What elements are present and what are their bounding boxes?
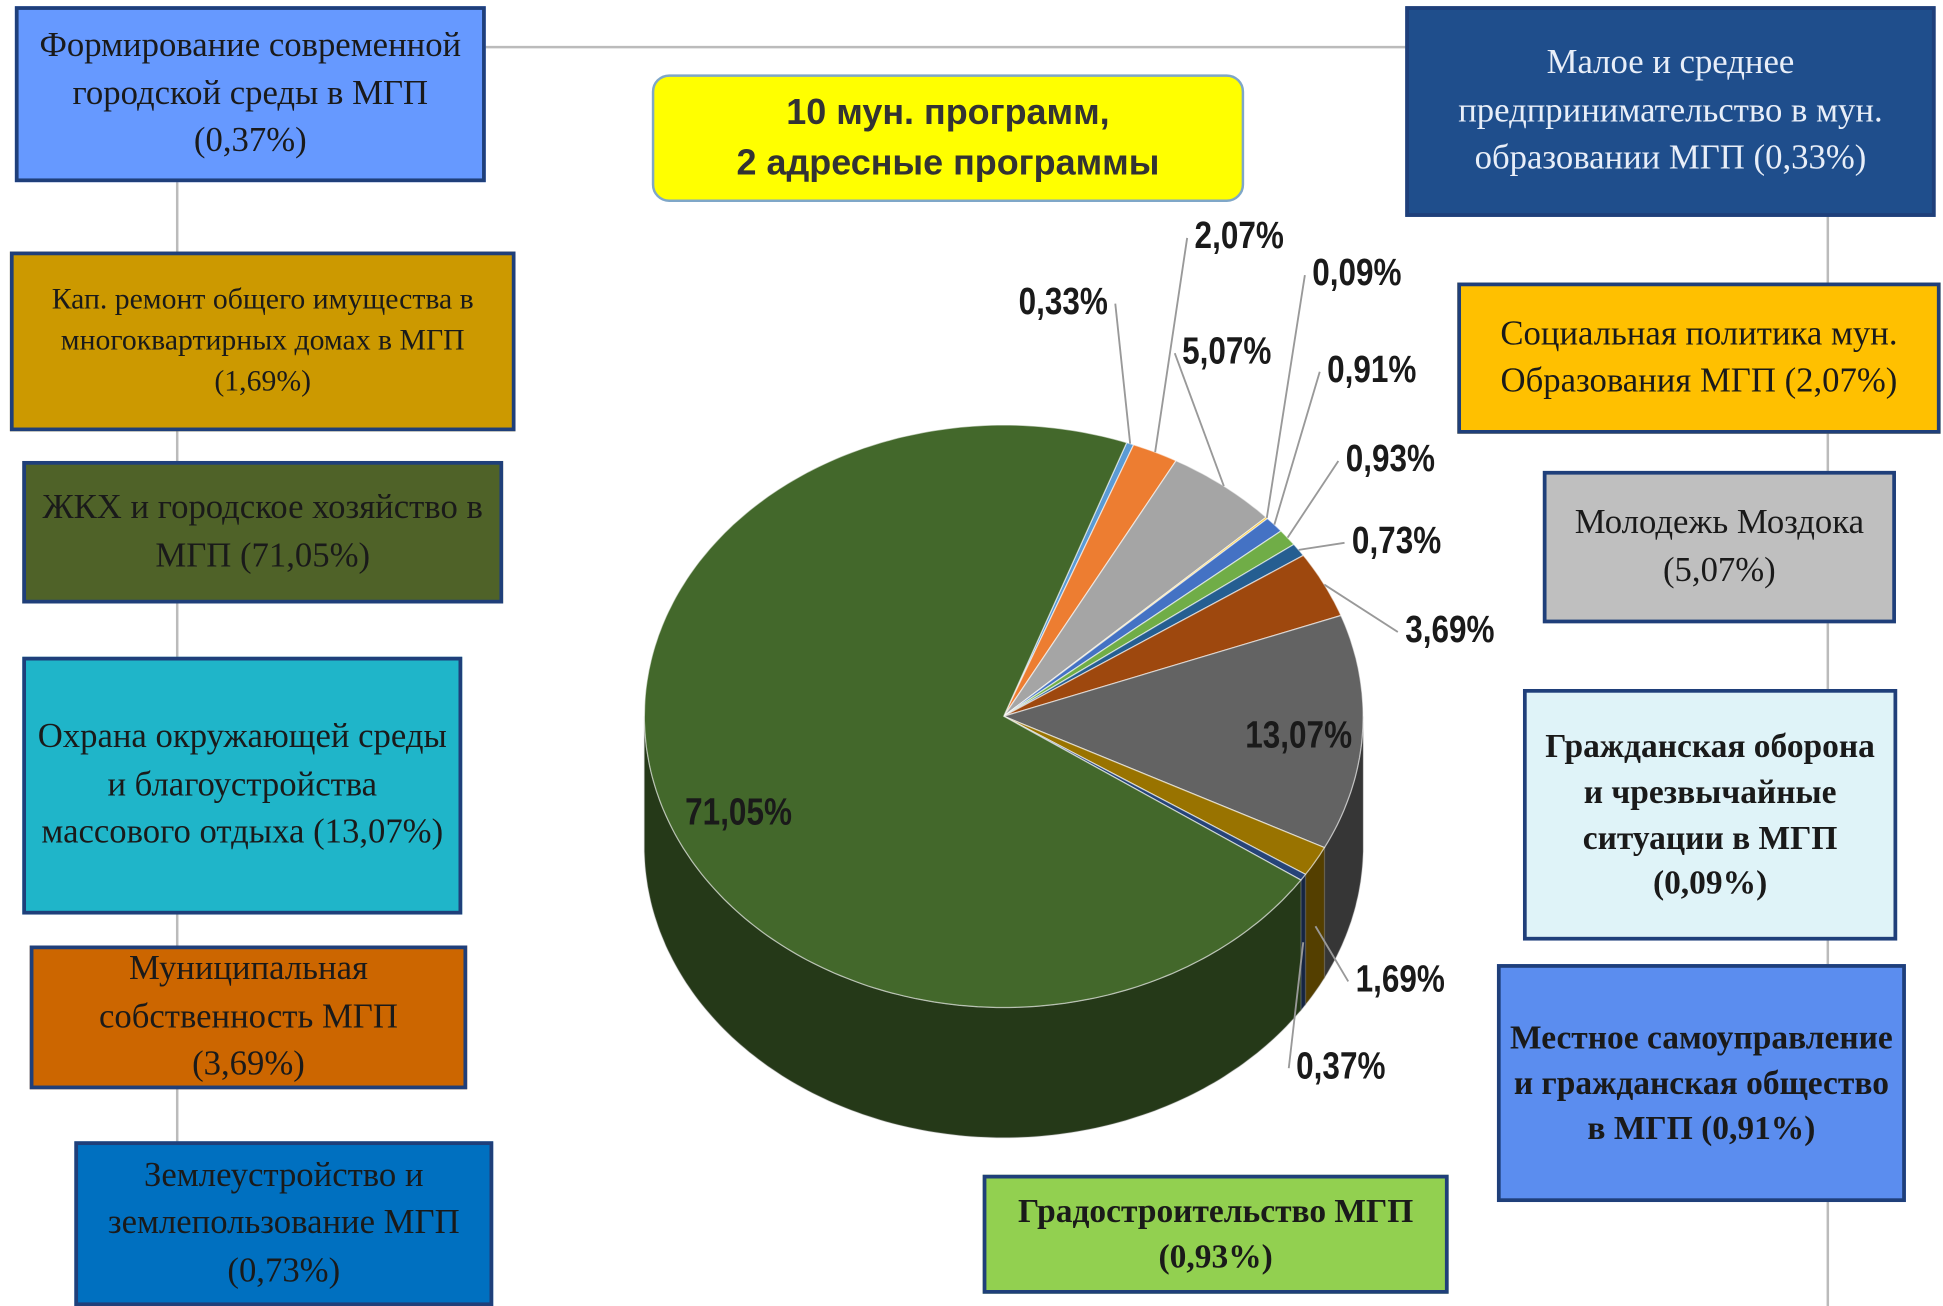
note-box: 10 мун. программ, 2 адресные программы [651, 74, 1245, 202]
legend-box: ЖКХ и городское хозяйство в МГП (71,05%) [22, 460, 504, 604]
slice [1001, 614, 1364, 849]
legend-box: Социальная политика мун. Образования МГП… [1457, 282, 1941, 434]
data-label: 0,73% [1352, 519, 1441, 562]
legend-box: Охрана окружающей среды и благоустройств… [22, 656, 463, 915]
data-label: 13,07% [1245, 714, 1352, 757]
leader-line [1265, 274, 1306, 518]
data-label: 0,93% [1346, 437, 1435, 480]
data-label: 1,69% [1356, 958, 1445, 1001]
slice [1003, 715, 1326, 876]
data-label: 3,69% [1405, 608, 1494, 651]
data-label: 71,05% [685, 790, 792, 833]
leader-line [1154, 237, 1189, 453]
legend-box: Формирование современной городской среды… [14, 6, 486, 183]
data-label: 0,33% [1019, 280, 1108, 323]
leader-line [1286, 460, 1340, 539]
data-label: 0,09% [1312, 251, 1401, 294]
leader-line [1298, 541, 1345, 551]
leader-line [1323, 583, 1399, 633]
leader-line [1314, 925, 1350, 982]
legend-box: Малое и среднее предпринимательство в му… [1405, 6, 1936, 217]
leader-line [1287, 942, 1305, 1069]
legend-box: Гражданская оборона и чрезвычайные ситуа… [1522, 688, 1898, 941]
slice [1003, 554, 1342, 717]
data-label: 0,37% [1296, 1044, 1385, 1087]
legend-box: Кап. ремонт общего имущества в многоквар… [9, 251, 516, 432]
legend-box: Муниципальная собственность МГП (3,69%) [29, 945, 468, 1090]
slice [643, 424, 1302, 1009]
leader-line [1173, 352, 1225, 487]
legend-box: Местное самоуправление и гражданская общ… [1496, 964, 1906, 1203]
legend-box: Градостроительство МГП (0,93%) [982, 1174, 1449, 1294]
data-label: 0,91% [1327, 348, 1416, 391]
data-label: 5,07% [1182, 329, 1271, 372]
leader-line [1114, 303, 1132, 444]
legend-box: Землеустройство и землепользование МГП (… [74, 1141, 494, 1306]
data-label: 2,07% [1195, 214, 1284, 257]
leader-line [1273, 371, 1321, 525]
slice [1003, 443, 1177, 717]
legend-box: Молодежь Моздока (5,07%) [1542, 470, 1896, 624]
note-line: 10 мун. программ, [786, 92, 1110, 133]
note-line: 2 адресные программы [736, 143, 1160, 183]
